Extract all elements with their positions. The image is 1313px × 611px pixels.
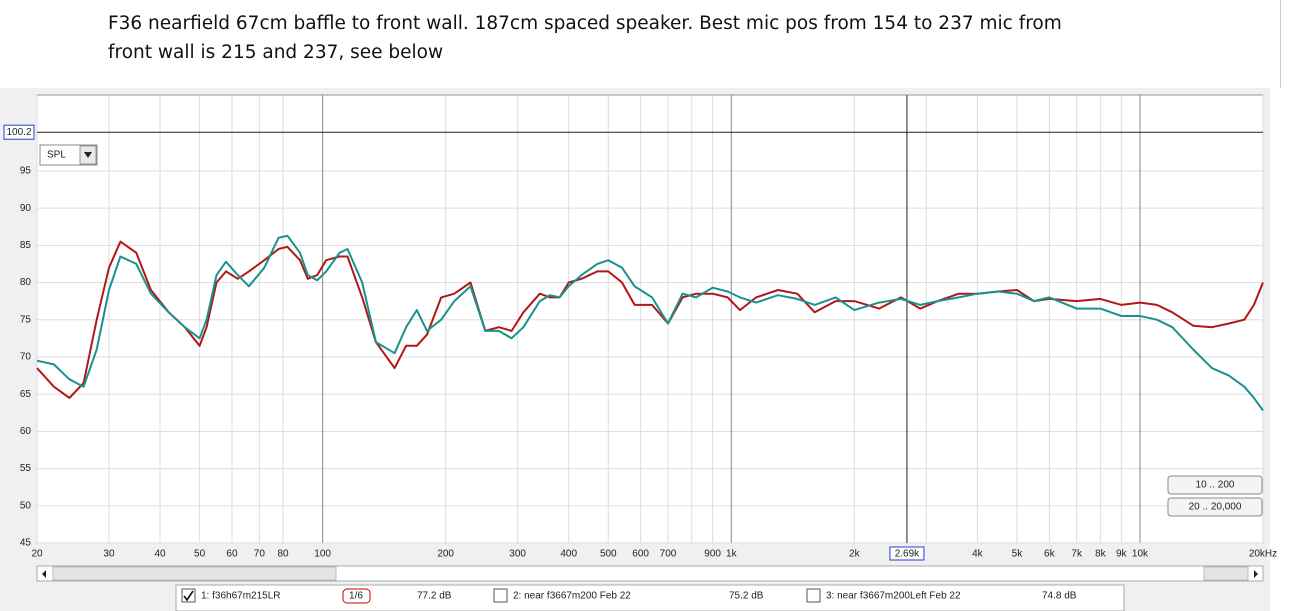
legend-label: 2: near f3667m200 Feb 22 <box>513 591 631 602</box>
x-tick-label: 7k <box>1071 549 1083 560</box>
x-tick-label: 20kHz <box>1249 549 1277 560</box>
x-tick-label: 30 <box>103 549 115 560</box>
checkmark <box>183 590 194 602</box>
y-tick-label: 70 <box>20 352 32 363</box>
x-tick-label: 8k <box>1095 549 1107 560</box>
doc-line: front wall is 215 and 237, see below <box>108 42 444 63</box>
scroll-thumb[interactable] <box>52 566 337 581</box>
scroll-arrow <box>42 570 46 578</box>
y-tick-label: 80 <box>20 277 32 288</box>
x-tick-label: 300 <box>509 549 526 560</box>
legend-level: 77.2 dB <box>417 591 452 602</box>
dropdown-arrow <box>84 152 92 158</box>
series-line <box>36 234 1264 412</box>
x-tick-label: 9k <box>1116 549 1128 560</box>
zoom-button[interactable] <box>1167 497 1263 517</box>
x-tick-label: 600 <box>632 549 649 560</box>
x-tick-label: 500 <box>600 549 617 560</box>
cursor-box <box>889 546 925 561</box>
y-tick-label: 75 <box>20 314 32 325</box>
plot-area <box>36 94 1264 544</box>
legend-level: 74.8 dB <box>1042 591 1077 602</box>
x-tick-label: 700 <box>660 549 677 560</box>
y-tick-label: 95 <box>20 166 32 177</box>
x-tick-label: 400 <box>560 549 577 560</box>
smoothing-box <box>342 588 371 604</box>
legend-label: 1: f36h67m215LR <box>201 591 281 602</box>
x-tick-label: 10k <box>1132 549 1149 560</box>
zoom-button-label: 10 .. 200 <box>1196 480 1235 491</box>
x-tick-label: 70 <box>254 549 266 560</box>
x-tick-label: 1k <box>726 549 738 560</box>
scrollbar[interactable] <box>36 565 1264 582</box>
x-tick-label: 60 <box>226 549 238 560</box>
x-tick-label: 5k <box>1012 549 1024 560</box>
doc-line: F36 nearfield 67cm baffle to front wall.… <box>108 13 1062 34</box>
document: F36 nearfield 67cm baffle to front wall.… <box>0 0 1281 88</box>
checkbox[interactable] <box>493 588 508 603</box>
scroll-thumb[interactable] <box>1203 566 1249 581</box>
scroll-arrow <box>1254 570 1258 578</box>
y-tick-label: 55 <box>20 463 32 474</box>
x-tick-label: 900 <box>704 549 721 560</box>
x-tick-label: 4k <box>972 549 984 560</box>
y-tick-label: 60 <box>20 426 32 437</box>
legend-label: 3: near f3667m200Left Feb 22 <box>826 591 961 602</box>
x-tick-label: 20 <box>31 549 43 560</box>
checkbox[interactable] <box>181 588 196 603</box>
smoothing-label: 1/6 <box>349 591 363 602</box>
y-tick-label: 85 <box>20 240 32 251</box>
y-tick-label: 50 <box>20 500 32 511</box>
x-tick-label: 80 <box>277 549 289 560</box>
x-tick-label: 50 <box>194 549 206 560</box>
checkbox[interactable] <box>806 588 821 603</box>
x-tick-label: 200 <box>437 549 454 560</box>
x-tick-label: 100 <box>314 549 331 560</box>
x-tick-label: 40 <box>154 549 166 560</box>
zoom-button[interactable] <box>1167 475 1263 495</box>
x-tick-label: 6k <box>1044 549 1056 560</box>
legend-bar <box>175 584 1125 611</box>
y-tick-label: 65 <box>20 389 32 400</box>
y-tick-label: 90 <box>20 203 32 214</box>
x-tick-label: 2k <box>849 549 861 560</box>
cursor-label: 2.69k <box>895 549 920 560</box>
cursor-box <box>3 124 35 140</box>
zoom-button-label: 20 .. 20,000 <box>1189 502 1242 513</box>
cursor-label: 100.2 <box>6 127 31 138</box>
dropdown-label: SPL <box>47 150 66 161</box>
legend-level: 75.2 dB <box>729 591 764 602</box>
y-tick-label: 45 <box>20 538 32 549</box>
